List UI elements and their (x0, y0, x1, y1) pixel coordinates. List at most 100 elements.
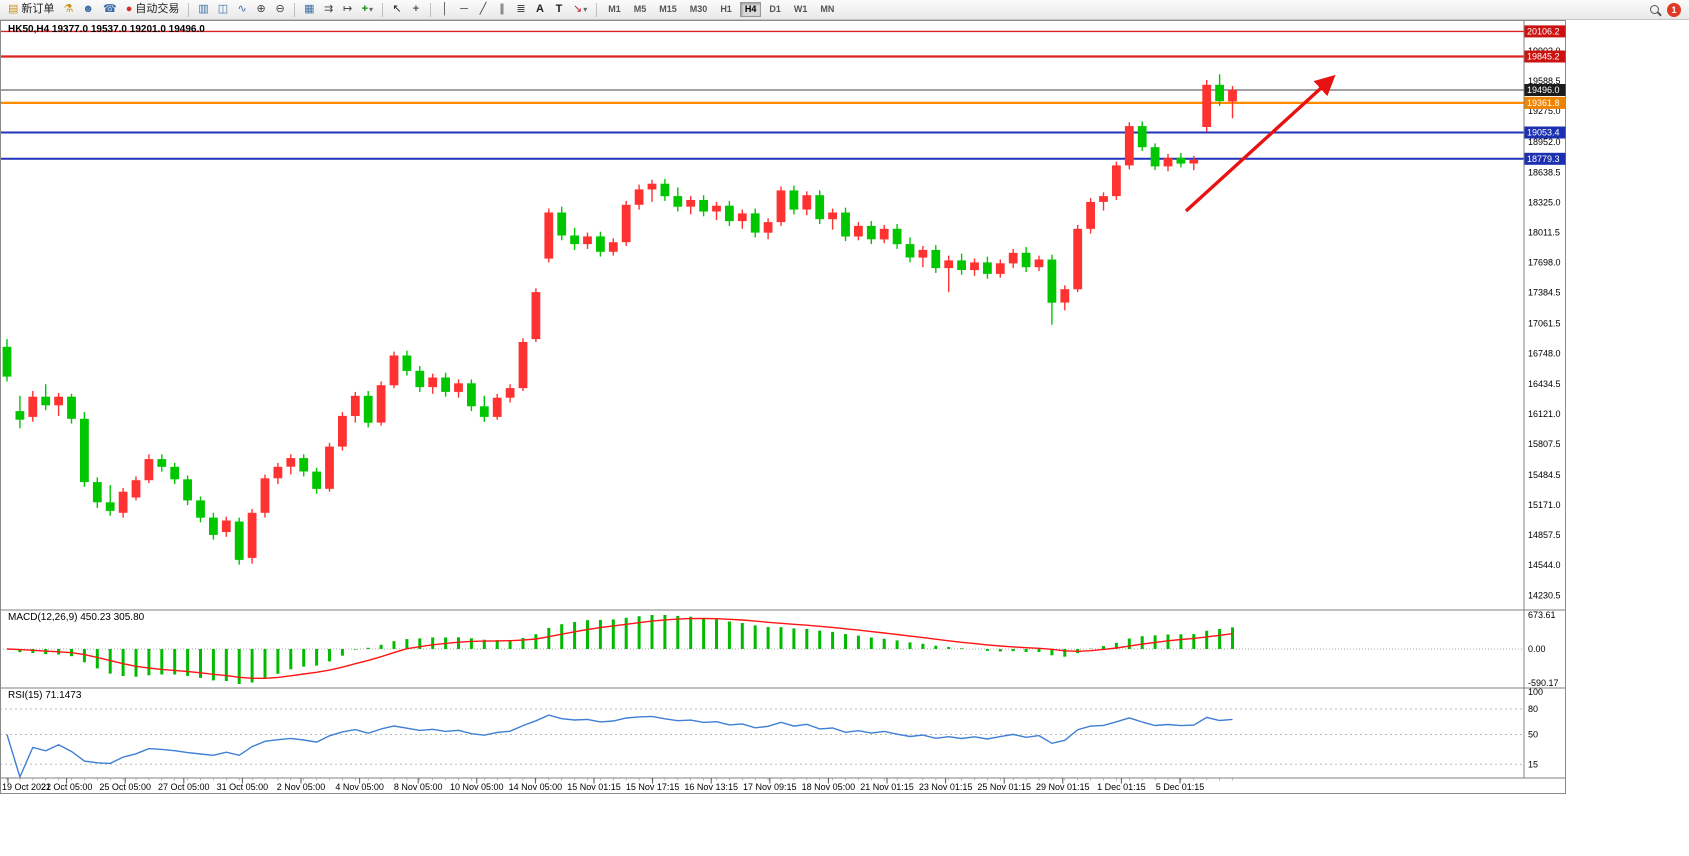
autotrading-label: 自动交易 (135, 3, 180, 15)
timeframe-m15-button[interactable]: M15 (654, 2, 682, 17)
svg-text:19588.5: 19588.5 (1528, 76, 1561, 86)
crosshair-button[interactable]: + (407, 1, 425, 18)
svg-text:14544.0: 14544.0 (1528, 560, 1561, 570)
timeframe-w1-button[interactable]: W1 (789, 2, 813, 17)
zoom-out-icon: ⊖ (275, 3, 285, 15)
trendline-button[interactable]: ╱ (474, 1, 492, 18)
arrows-tool-button[interactable]: ↘ ▾ (569, 1, 591, 18)
price-badges: 20106.2 19845.2 19496.0 19361.8 19053.4 18779… (1524, 25, 1566, 165)
candlestick-icon: ◫ (217, 3, 229, 15)
new-order-button[interactable]: ▤ 新订单 (4, 1, 58, 18)
svg-text:18325.0: 18325.0 (1528, 197, 1561, 207)
cursor-icon: ↖ (392, 3, 402, 15)
svg-text:18638.5: 18638.5 (1528, 167, 1561, 177)
timeframe-h4-button[interactable]: H4 (739, 2, 762, 17)
timeframe-d1-button[interactable]: D1 (764, 2, 786, 17)
svg-text:21 Nov 01:15: 21 Nov 01:15 (860, 782, 914, 792)
headset-icon: ☎ (102, 3, 117, 15)
svg-text:20106.2: 20106.2 (1527, 27, 1560, 37)
cursor-button[interactable]: ↖ (388, 1, 406, 18)
svg-text:25 Nov 01:15: 25 Nov 01:15 (977, 782, 1031, 792)
horizontal-line-button[interactable]: ─ (455, 1, 473, 18)
notification-badge[interactable]: 1 (1667, 2, 1681, 17)
timeframe-h1-button[interactable]: H1 (715, 2, 737, 17)
vertical-line-button[interactable]: │ (436, 1, 454, 18)
svg-text:15484.5: 15484.5 (1528, 470, 1561, 480)
svg-text:18952.0: 18952.0 (1528, 137, 1561, 147)
search-icon[interactable] (1650, 5, 1659, 14)
price-axis[interactable]: 19902.019588.519275.018952.018638.518325… (1528, 46, 1561, 600)
autotrading-icon: ● (125, 3, 133, 15)
svg-text:15: 15 (1528, 759, 1538, 769)
toolbar-right-group: 1 (1650, 2, 1685, 17)
support-button[interactable]: ☎ (99, 1, 121, 18)
svg-text:19275.0: 19275.0 (1528, 106, 1561, 116)
svg-text:25 Oct 05:00: 25 Oct 05:00 (99, 782, 151, 792)
chart-canvas[interactable]: 19902.019588.519275.018952.018638.518325… (0, 20, 1566, 794)
timeframe-mn-button[interactable]: MN (815, 2, 839, 17)
toolbar-separator (596, 2, 598, 17)
svg-text:19845.2: 19845.2 (1527, 52, 1560, 62)
svg-text:14230.5: 14230.5 (1528, 590, 1561, 600)
autotrading-button[interactable]: ● 自动交易 (122, 1, 184, 18)
horizontal-level-lines[interactable] (0, 30, 1524, 160)
text-tool-button[interactable]: A (531, 1, 549, 18)
svg-text:14 Nov 05:00: 14 Nov 05:00 (509, 782, 563, 792)
bar-chart-icon: ▥ (198, 3, 209, 15)
zoom-in-button[interactable]: ⊕ (252, 1, 270, 18)
channel-button[interactable]: ∥ (493, 1, 511, 18)
svg-text:80: 80 (1528, 704, 1538, 714)
svg-text:21 Oct 05:00: 21 Oct 05:00 (41, 782, 93, 792)
auto-scroll-button[interactable]: ⇉ (320, 1, 338, 18)
metaeditor-button[interactable]: ⚗ (59, 1, 77, 18)
svg-text:-590.17: -590.17 (1528, 678, 1559, 688)
svg-text:19361.8: 19361.8 (1527, 98, 1560, 108)
arrow-tool-icon: ↘ (573, 3, 583, 15)
rsi-line (6, 714, 1233, 780)
trendline-icon: ╱ (479, 3, 487, 15)
svg-text:8 Nov 05:00: 8 Nov 05:00 (394, 782, 443, 792)
toolbar-separator (382, 2, 384, 17)
svg-text:15807.5: 15807.5 (1528, 439, 1561, 449)
svg-text:2 Nov 05:00: 2 Nov 05:00 (277, 782, 326, 792)
fibonacci-button[interactable]: ≣ (512, 1, 530, 18)
zoom-out-button[interactable]: ⊖ (271, 1, 289, 18)
timeframe-m1-button[interactable]: M1 (603, 2, 626, 17)
svg-text:15 Nov 01:15: 15 Nov 01:15 (567, 782, 621, 792)
community-button[interactable]: ☻ (78, 1, 98, 18)
svg-text:15171.0: 15171.0 (1528, 500, 1561, 510)
indicators-button[interactable]: + ▾ (358, 1, 377, 18)
svg-text:673.61: 673.61 (1528, 610, 1556, 620)
svg-text:23 Nov 01:15: 23 Nov 01:15 (919, 782, 973, 792)
chart-shift-button[interactable]: ↦ (339, 1, 357, 18)
flask-icon: ⚗ (63, 3, 74, 15)
timeframe-m5-button[interactable]: M5 (629, 2, 652, 17)
line-chart-button[interactable]: ∿ (233, 1, 251, 18)
svg-text:18779.3: 18779.3 (1527, 154, 1560, 164)
label-tool-button[interactable]: T (550, 1, 568, 18)
candlestick-chart-button[interactable]: ◫ (214, 1, 232, 18)
svg-text:29 Nov 01:15: 29 Nov 01:15 (1036, 782, 1090, 792)
macd-signal-line (6, 617, 1233, 679)
new-order-label: 新订单 (21, 3, 55, 15)
main-toolbar: ▤ 新订单 ⚗ ☻ ☎ ● 自动交易 ▥ ◫ ∿ ⊕ ⊖ ▦ ⇉ ↦ + ▾ ↖… (0, 0, 1689, 20)
svg-text:10 Nov 05:00: 10 Nov 05:00 (450, 782, 504, 792)
svg-text:19 Oct 2022: 19 Oct 2022 (2, 782, 51, 792)
svg-text:15 Nov 17:15: 15 Nov 17:15 (626, 782, 680, 792)
bar-chart-button[interactable]: ▥ (194, 1, 212, 18)
trend-arrow[interactable] (1184, 74, 1336, 213)
svg-text:27 Oct 05:00: 27 Oct 05:00 (158, 782, 210, 792)
tile-windows-button[interactable]: ▦ (300, 1, 318, 18)
svg-text:16748.0: 16748.0 (1528, 349, 1561, 359)
candlesticks (2, 74, 1237, 565)
rsi-axis: 100 80 50 15 (1528, 687, 1543, 769)
toolbar-separator (188, 2, 190, 17)
svg-text:0.00: 0.00 (1528, 644, 1546, 654)
timeframe-m30-button[interactable]: M30 (685, 2, 713, 17)
toolbar-separator (294, 2, 296, 17)
vertical-line-icon: │ (441, 3, 449, 15)
svg-text:18 Nov 05:00: 18 Nov 05:00 (802, 782, 856, 792)
svg-text:50: 50 (1528, 730, 1538, 740)
